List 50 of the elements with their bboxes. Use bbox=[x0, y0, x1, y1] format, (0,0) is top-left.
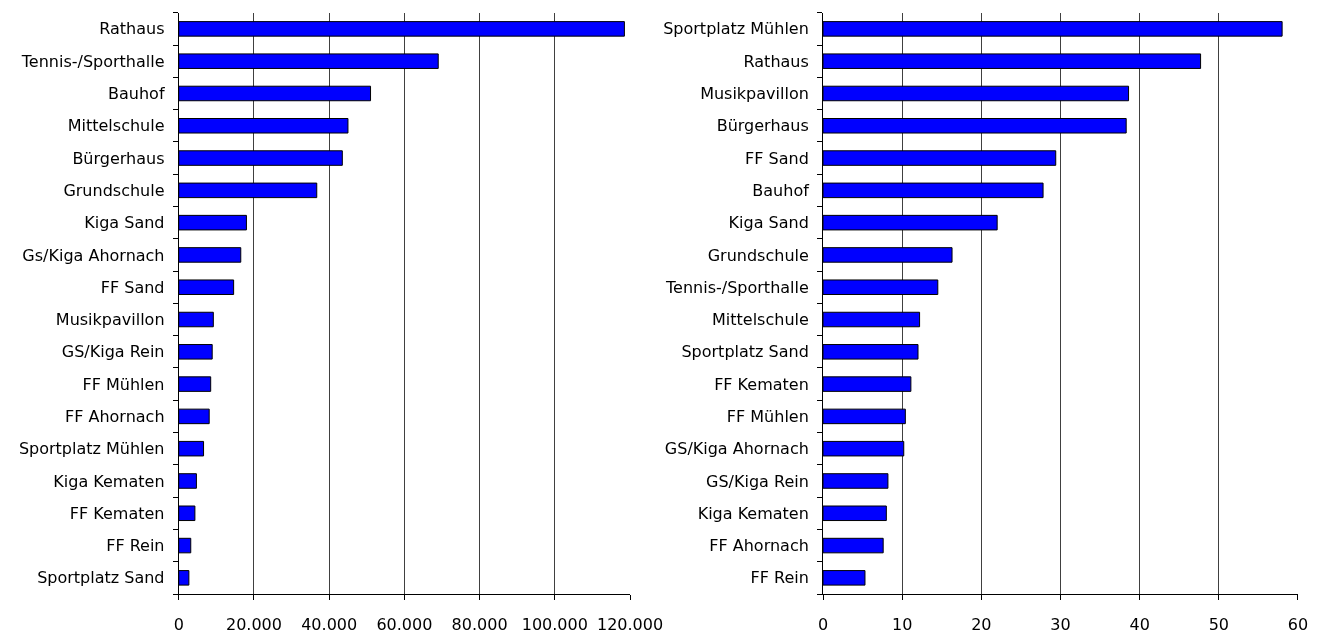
x-tick-label: 40.000 bbox=[301, 615, 358, 635]
y-tick-label: GS/Kiga Rein bbox=[706, 471, 809, 491]
x-tick-label: 0 bbox=[817, 615, 829, 635]
y-tick-label: Tennis-/Sporthalle bbox=[665, 277, 809, 297]
y-tick-label: Musikpavillon bbox=[55, 310, 165, 330]
y-tick-label: FF Kematen bbox=[714, 374, 809, 394]
x-tick-label: 80.000 bbox=[451, 615, 508, 635]
x-tick-label: 60.000 bbox=[376, 615, 433, 635]
y-tick-label: Grundschule bbox=[63, 180, 165, 200]
y-tick-label: Musikpavillon bbox=[700, 84, 809, 104]
y-tick-label: FF Rein bbox=[750, 568, 809, 588]
y-tick-label: Kiga Sand bbox=[84, 213, 165, 233]
x-tick-label: 20 bbox=[971, 615, 992, 635]
y-tick-label: Sportplatz Sand bbox=[681, 342, 809, 362]
x-tick-label: 50 bbox=[1208, 615, 1229, 635]
y-tick-label: GS/Kiga Rein bbox=[61, 342, 165, 362]
x-tick-label: 30 bbox=[1050, 615, 1071, 635]
x-tick-label: 60 bbox=[1287, 615, 1309, 635]
y-tick-label: Kiga Kematen bbox=[53, 471, 165, 491]
x-tick-label: 0 bbox=[173, 615, 184, 635]
y-tick-label: Gs/Kiga Ahornach bbox=[22, 245, 165, 265]
x-tick-label: 120.000 bbox=[596, 615, 664, 635]
y-tick-label: Kiga Sand bbox=[728, 213, 809, 233]
y-tick-label: Bürgerhaus bbox=[72, 148, 165, 168]
y-tick-label: FF Mühlen bbox=[82, 374, 165, 394]
y-tick-label: Sportplatz Mühlen bbox=[663, 19, 809, 39]
y-tick-label: Mittelschule bbox=[67, 116, 165, 136]
y-tick-label: Bürgerhaus bbox=[716, 116, 809, 136]
y-tick-label: Bauhof bbox=[752, 180, 810, 200]
y-tick-label: Tennis-/Sporthalle bbox=[20, 51, 165, 71]
y-tick-label: Rathaus bbox=[743, 51, 809, 71]
y-tick-label: FF Ahornach bbox=[709, 536, 809, 556]
y-tick-label: FF Kematen bbox=[69, 503, 165, 523]
y-tick-label: Mittelschule bbox=[712, 310, 809, 330]
x-tick-label: 40 bbox=[1129, 615, 1150, 635]
x-tick-label: 100.000 bbox=[521, 615, 588, 635]
y-tick-label: Rathaus bbox=[99, 19, 165, 39]
y-tick-label: Kiga Kematen bbox=[697, 503, 809, 523]
y-tick-label: Grundschule bbox=[707, 245, 809, 265]
y-tick-label: GS/Kiga Ahornach bbox=[664, 439, 809, 459]
y-tick-label: FF Mühlen bbox=[726, 406, 809, 426]
y-tick-label: Sportplatz Sand bbox=[37, 568, 165, 588]
x-tick-label: 20.000 bbox=[225, 615, 282, 635]
y-tick-label: FF Sand bbox=[100, 277, 165, 297]
y-tick-label: FF Rein bbox=[106, 536, 165, 556]
y-tick-label: Sportplatz Mühlen bbox=[18, 439, 165, 459]
y-tick-label: Bauhof bbox=[108, 84, 165, 104]
y-tick-label: FF Ahornach bbox=[64, 406, 165, 426]
y-tick-label: FF Sand bbox=[745, 148, 809, 168]
x-tick-label: 10 bbox=[892, 615, 913, 635]
